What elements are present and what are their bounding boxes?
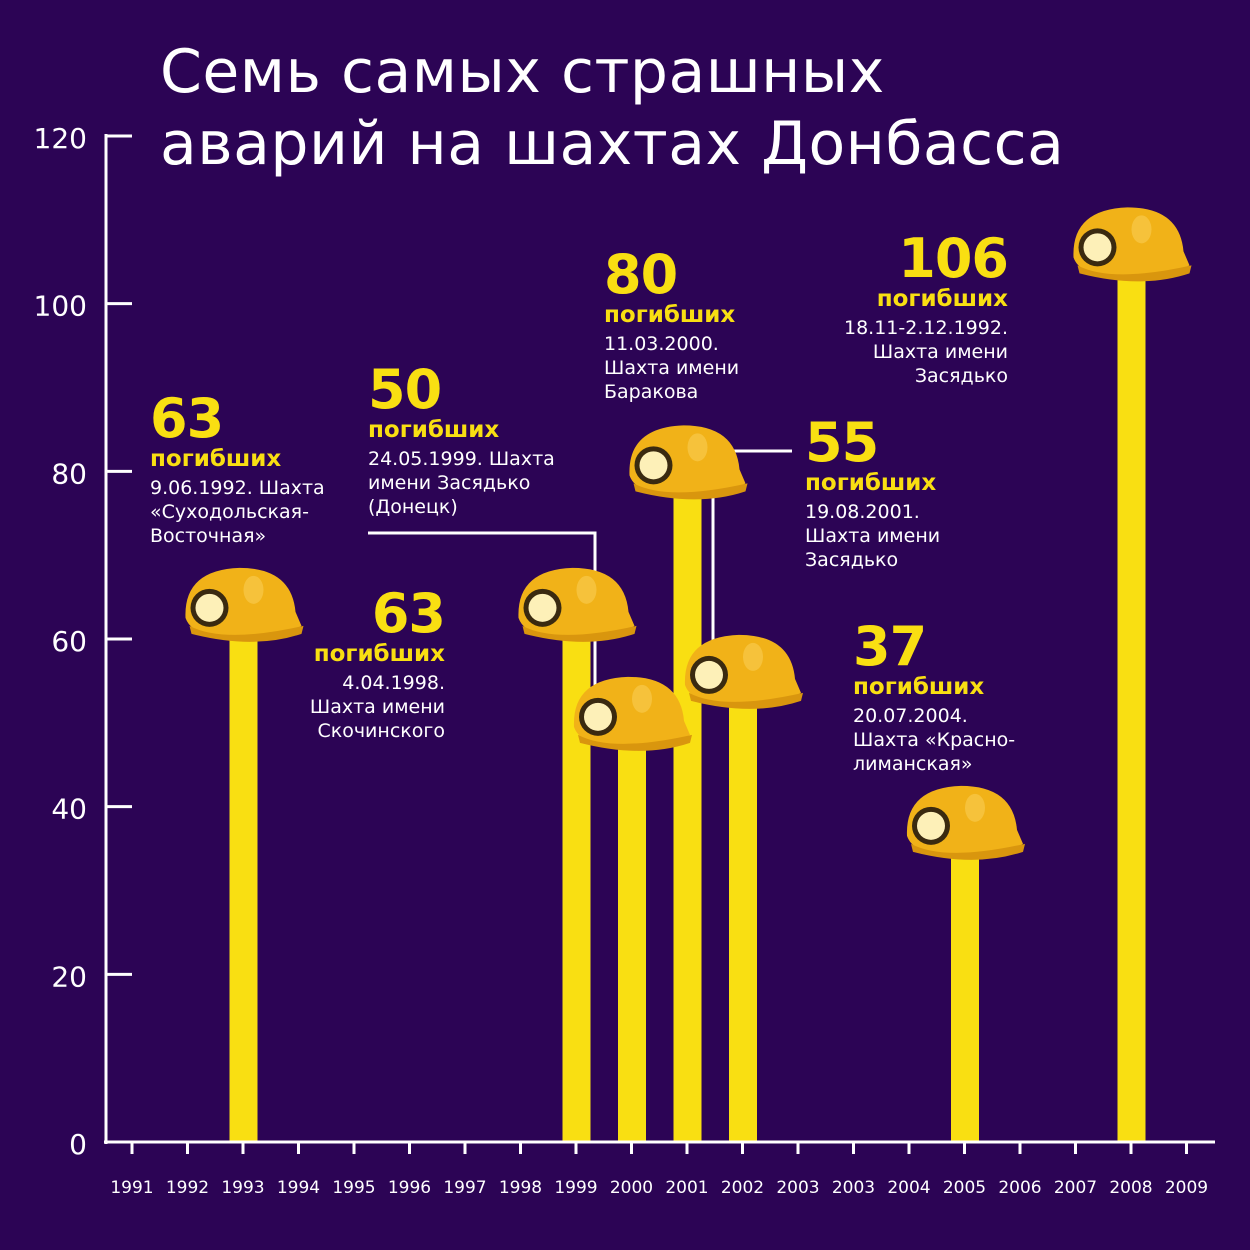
- helmet-icon-1999: [573, 676, 692, 751]
- x-tick-label-2006-16: 2006: [998, 1178, 1041, 1198]
- annotation-2000-unit: погибших: [604, 302, 736, 328]
- bar-2001: [729, 680, 757, 1142]
- y-tick-label-20: 20: [51, 960, 87, 993]
- helmet-icon-2000-lamp-icon: [639, 451, 668, 480]
- bar-2004: [951, 831, 979, 1142]
- helmet-icon-1998-brim: [522, 625, 637, 642]
- annotation-2000: 80 погибших 11.03.2000. Шахта имени Бара…: [604, 248, 739, 404]
- x-tick-label-2002-11: 2002: [721, 1178, 764, 1198]
- helmet-icon-1999-highlight: [632, 684, 652, 713]
- y-tick-label-40: 40: [51, 793, 87, 826]
- annotation-2004-number: 37: [853, 615, 927, 678]
- annotation-2007-unit: погибших: [876, 286, 1008, 312]
- annotation-2001-unit: погибших: [805, 470, 937, 496]
- helmet-icon-2001-highlight: [743, 642, 763, 671]
- x-tick-label-1998-7: 1998: [499, 1178, 542, 1198]
- annotation-1998-description: 4.04.1998. Шахта имени Скочинского: [309, 672, 445, 742]
- annotation-2004-description: 20.07.2004. Шахта «Красно- лиманская»: [853, 705, 1016, 775]
- chart-title: Семь самых страшных аварий на шахтах Дон…: [160, 36, 1064, 180]
- annotation-2004-unit: погибших: [853, 674, 985, 700]
- annotation-2004: 37 погибших 20.07.2004. Шахта «Красно- л…: [853, 620, 1015, 776]
- helmet-icon-2004-brim: [911, 843, 1025, 860]
- annotation-2007-number: 106: [898, 227, 1009, 290]
- x-tick-label-1991-0: 1991: [110, 1178, 153, 1198]
- annotation-2007: 106 погибших 18.11-2.12.1992. Шахта имен…: [844, 227, 1009, 388]
- helmet-icon-1998-lamp-icon: [528, 593, 557, 622]
- x-tick-label-2005-15: 2005: [943, 1178, 986, 1198]
- annotation-1998: 63 погибших 4.04.1998. Шахта имени Скочи…: [309, 582, 446, 743]
- annotation-2001-number: 55: [805, 411, 879, 474]
- helmet-icon-1998-highlight: [576, 575, 597, 604]
- annotation-2001-description: 19.08.2001. Шахта имени Засядько: [805, 501, 941, 571]
- x-tick-label-1997-6: 1997: [443, 1178, 486, 1198]
- x-tick-label-2007-17: 2007: [1054, 1178, 1097, 1198]
- helmet-icon-2000-brim: [633, 483, 748, 500]
- x-tick-label-2003-13: 2003: [832, 1178, 875, 1198]
- x-tick-label-2001-10: 2001: [665, 1178, 708, 1198]
- annotation-1999-unit: погибших: [368, 417, 500, 443]
- annotation-2000-description: 11.03.2000. Шахта имени Баракова: [604, 333, 740, 403]
- annotation-1992-description: 9.06.1992. Шахта «Суходольская- Восточна…: [150, 477, 325, 547]
- helmet-icon-2007-lamp-icon: [1083, 233, 1112, 262]
- helmet-icon-2000: [629, 425, 748, 500]
- chart-title-line-1: Семь самых страшных: [160, 37, 885, 107]
- annotation-1992-unit: погибших: [150, 446, 282, 472]
- helmet-icon-2007-highlight: [1131, 215, 1152, 244]
- helmet-layer: [185, 207, 1192, 860]
- annotation-2007-description: 18.11-2.12.1992. Шахта имени Засядько: [844, 317, 1008, 387]
- x-tick-label-2009-19: 2009: [1165, 1178, 1208, 1198]
- annotation-1992-number: 63: [150, 387, 224, 450]
- annotation-1998-unit: погибших: [313, 641, 445, 667]
- x-tick-label-1995-4: 1995: [332, 1178, 375, 1198]
- x-tick-label-1999-8: 1999: [554, 1178, 597, 1198]
- x-tick-label-2008-18: 2008: [1109, 1178, 1152, 1198]
- annotation-1992: 63 погибших 9.06.1992. Шахта «Суходольск…: [150, 392, 325, 548]
- x-tick-label-2003-12: 2003: [776, 1178, 819, 1198]
- helmet-icon-1992: [185, 567, 304, 642]
- helmet-icon-2000-highlight: [687, 433, 708, 462]
- helmet-icon-1999-brim: [578, 734, 692, 751]
- annotation-2000-number: 80: [604, 243, 678, 306]
- helmet-icon-2004-lamp-icon: [917, 811, 945, 840]
- annotation-1999: 50 погибших 24.05.1999. Шахта имени Зася…: [368, 363, 555, 519]
- bar-2007: [1117, 253, 1146, 1142]
- bar-1999: [618, 722, 646, 1142]
- helmet-icon-1999-lamp-icon: [584, 702, 612, 731]
- y-tick-label-120: 120: [34, 122, 87, 155]
- annotation-1999-number: 50: [368, 358, 442, 421]
- axis-layer: 0 20 40 60 80 100 120 1991 1992 1993 1994 1995 1996 1…: [34, 122, 1215, 1198]
- helmet-icon-1992-brim: [189, 625, 304, 642]
- y-tick-label-60: 60: [51, 625, 87, 658]
- bar-1992: [229, 613, 258, 1142]
- x-tick-label-1994-3: 1994: [277, 1178, 320, 1198]
- helmet-icon-1992-highlight: [243, 575, 264, 604]
- helmet-icon-2001-brim: [689, 692, 803, 709]
- x-tick-label-2000-9: 2000: [610, 1178, 653, 1198]
- chart-title-line-2: аварий на шахтах Донбасса: [160, 109, 1065, 179]
- x-tick-label-1992-1: 1992: [166, 1178, 209, 1198]
- bar-2000: [673, 471, 702, 1142]
- annotation-2001: 55 погибших 19.08.2001. Шахта имени Зася…: [805, 416, 940, 572]
- annotation-1998-number: 63: [371, 582, 446, 645]
- x-tick-label-2004-14: 2004: [887, 1178, 930, 1198]
- helmet-icon-2007-brim: [1077, 265, 1192, 282]
- y-tick-label-0: 0: [69, 1128, 87, 1161]
- x-tick-label-1996-5: 1996: [388, 1178, 431, 1198]
- helmet-icon-1992-lamp-icon: [195, 593, 224, 622]
- y-tick-label-80: 80: [51, 457, 87, 490]
- y-tick-label-100: 100: [34, 290, 87, 323]
- annotation-1999-description: 24.05.1999. Шахта имени Засядько (Донецк…: [368, 448, 555, 518]
- helmet-icon-2001-lamp-icon: [695, 660, 723, 689]
- helmet-icon-1998: [518, 567, 637, 642]
- helmet-icon-2004: [906, 785, 1025, 860]
- x-tick-label-1993-2: 1993: [221, 1178, 264, 1198]
- helmet-icon-2001: [684, 634, 803, 709]
- helmet-icon-2007: [1073, 207, 1192, 282]
- helmet-icon-2004-highlight: [965, 793, 985, 822]
